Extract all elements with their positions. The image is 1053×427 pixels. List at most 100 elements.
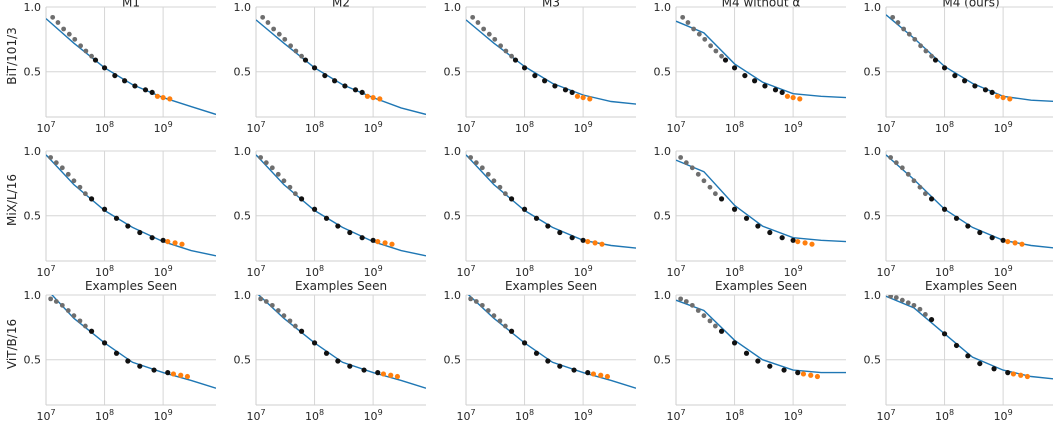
early-point xyxy=(893,160,899,166)
y-tick-label: 1.0 xyxy=(234,289,252,302)
subplot-data xyxy=(466,154,636,249)
y-tick-label: 0.5 xyxy=(234,66,252,79)
x-tick-label: 107 xyxy=(876,408,895,423)
x-tick-label: 109 xyxy=(574,120,593,135)
train-point xyxy=(342,83,348,89)
train-point xyxy=(742,72,748,79)
early-point xyxy=(479,165,485,171)
fit-line xyxy=(886,154,1053,249)
early-point xyxy=(509,53,514,59)
train-point xyxy=(585,370,591,376)
x-tick-label: 108 xyxy=(305,264,324,279)
early-point xyxy=(288,43,294,49)
train-point xyxy=(953,342,960,349)
x-axis-label: Examples Seen xyxy=(85,279,177,293)
x-tick-label: 109 xyxy=(154,264,173,279)
train-point xyxy=(132,83,138,89)
train-point xyxy=(952,72,958,79)
extrapolation-point xyxy=(808,372,814,378)
x-axis-label: Examples Seen xyxy=(925,279,1017,293)
subplot-r3-c3: 1.0 0.5 107 108 109 xyxy=(444,289,636,423)
train-point xyxy=(347,363,353,369)
x-tick-label: 108 xyxy=(305,120,324,135)
early-point xyxy=(491,313,497,319)
early-point xyxy=(918,43,924,49)
train-point xyxy=(533,350,540,356)
subplot-data xyxy=(676,296,846,380)
early-point xyxy=(48,155,54,160)
early-point xyxy=(275,171,281,177)
train-point xyxy=(311,206,318,212)
early-point xyxy=(696,31,702,37)
early-point xyxy=(678,155,684,160)
early-point xyxy=(258,296,264,302)
fit-line xyxy=(256,154,426,257)
early-point xyxy=(502,323,508,329)
train-point xyxy=(928,196,935,202)
extrapolation-point xyxy=(784,93,791,99)
train-point xyxy=(375,370,381,376)
train-point xyxy=(580,237,586,243)
x-tick-label: 109 xyxy=(994,264,1013,279)
train-point xyxy=(545,358,551,364)
extrapolation-point xyxy=(1010,371,1017,377)
early-point xyxy=(468,155,474,160)
y-tick-label: 1.0 xyxy=(654,1,672,14)
early-point xyxy=(498,43,504,49)
column-title: M3 xyxy=(542,0,560,10)
early-point xyxy=(263,160,269,166)
x-tick-label: 108 xyxy=(935,408,954,423)
early-point xyxy=(89,53,94,59)
early-point xyxy=(485,308,491,313)
extrapolation-point xyxy=(585,238,591,245)
subplot-r1-c2: 1.0 0.5 107 108 109 xyxy=(234,1,426,135)
y-tick-label: 0.5 xyxy=(24,210,42,223)
train-point xyxy=(982,87,989,93)
x-tick-label: 109 xyxy=(574,408,593,423)
early-point xyxy=(678,296,684,302)
fit-line xyxy=(886,14,1053,103)
x-tick-label: 109 xyxy=(154,120,173,135)
subplot-data xyxy=(256,14,426,116)
early-point xyxy=(712,323,718,329)
x-tick-label: 108 xyxy=(935,264,954,279)
early-point xyxy=(708,43,714,49)
train-point xyxy=(781,367,787,373)
train-point xyxy=(521,340,528,346)
extrapolation-point xyxy=(580,94,586,101)
y-tick-label: 1.0 xyxy=(24,289,42,302)
y-tick-label: 0.5 xyxy=(864,210,882,223)
early-point xyxy=(271,26,277,32)
early-point xyxy=(78,43,84,49)
train-point xyxy=(521,65,528,71)
x-tick-label: 107 xyxy=(456,408,475,423)
fit-line xyxy=(257,295,426,389)
subplot-r3-c4: 1.0 0.5 107 108 109 xyxy=(654,289,846,423)
train-point xyxy=(991,366,997,372)
early-point xyxy=(276,31,282,37)
fit-line xyxy=(51,295,216,389)
early-point xyxy=(503,48,509,54)
early-point xyxy=(492,36,498,42)
y-tick-label: 0.5 xyxy=(654,210,672,223)
extrapolation-point xyxy=(1018,372,1024,378)
extrapolation-point xyxy=(574,93,581,99)
y-tick-label: 0.5 xyxy=(234,210,252,223)
extrapolation-point xyxy=(179,241,185,247)
x-tick-label: 108 xyxy=(515,264,534,279)
early-point xyxy=(689,302,695,308)
early-point xyxy=(53,160,59,166)
train-point xyxy=(532,72,538,79)
train-point xyxy=(359,89,365,96)
early-point xyxy=(263,299,269,304)
x-tick-label: 107 xyxy=(876,264,895,279)
column-title: M1 xyxy=(122,0,140,10)
train-point xyxy=(962,78,968,84)
train-point xyxy=(928,316,935,323)
extrapolation-point xyxy=(382,240,388,246)
early-point xyxy=(71,313,77,319)
train-point xyxy=(965,223,971,229)
early-point xyxy=(269,165,275,171)
train-point xyxy=(779,89,785,96)
train-point xyxy=(767,363,773,369)
